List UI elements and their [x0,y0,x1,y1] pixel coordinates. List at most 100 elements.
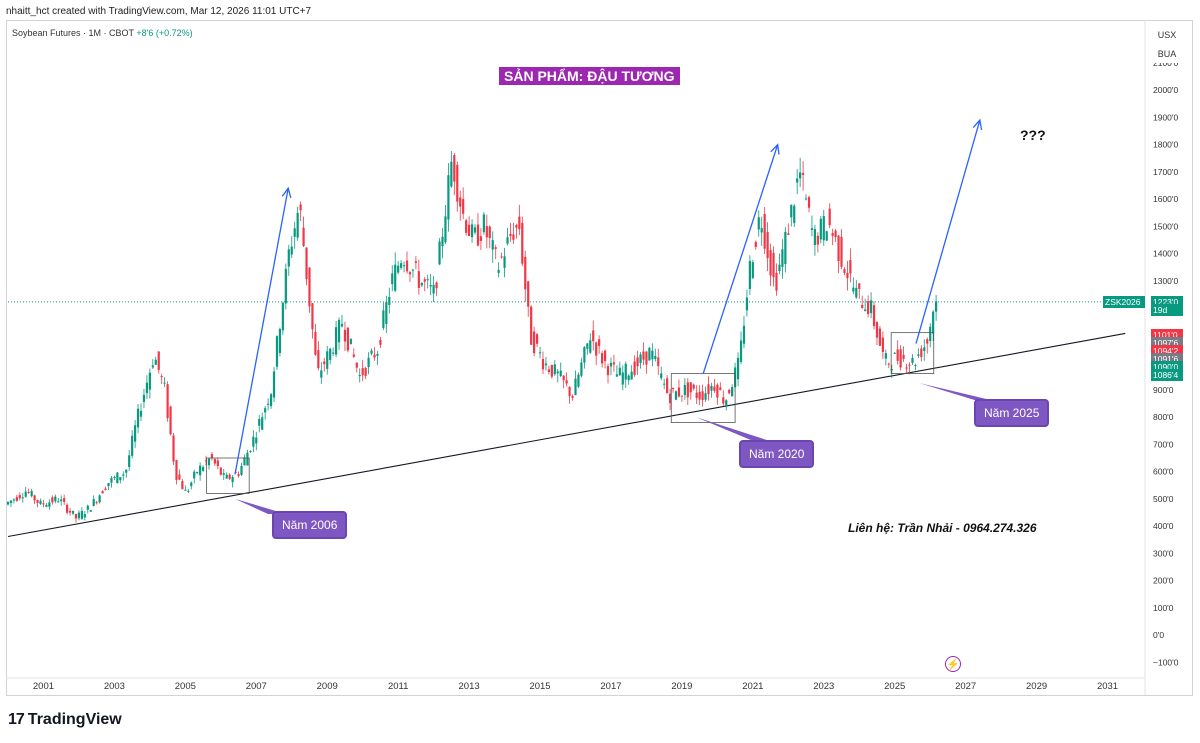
candle-body [68,510,72,513]
candle-body [370,350,373,354]
candle-body [18,495,21,499]
arrow-head [281,186,292,199]
candle-body [911,358,914,363]
candle-body [459,197,462,207]
price-change: +8'6 (+0.72%) [136,28,193,38]
consolidation-box [890,332,935,374]
candle-body [645,351,648,365]
candle-body [689,382,692,393]
candle-body [447,175,450,220]
x-tick-label: 2013 [459,681,480,692]
candle-body [757,217,760,230]
candle-body [831,232,834,236]
candle-body [243,457,246,466]
x-tick-label: 2007 [246,681,267,692]
candle-body [400,263,403,268]
candle-body [199,465,202,476]
candle-body [728,389,731,394]
candle-body [899,349,902,368]
candle-body [731,387,734,397]
candle-body [110,477,113,483]
symbol-title: Soybean Futures · 1M · CBOT [12,28,134,38]
candle-body [807,197,811,208]
projection-arrow [234,188,289,475]
candle-body [287,249,290,267]
candle-body [810,228,814,230]
candle-body [225,474,228,479]
candle-body [654,355,657,360]
candle-body [595,342,598,356]
tradingview-brand[interactable]: 17 TradingView [8,711,122,729]
chart-caption: nhaitt_hct created with TradingView.com,… [6,6,312,17]
candle-body [157,351,160,370]
y-tick-label: 900'0 [1153,385,1174,395]
candle-body [204,460,208,462]
candle-body [512,234,515,240]
candle-body [210,454,214,459]
y-tick-label: 1500'0 [1153,221,1179,231]
candle-body [748,260,751,289]
candle-body [249,450,252,452]
candle-body [571,396,574,398]
candle-body [742,325,746,344]
candle-body [491,240,494,250]
candle-body [521,222,524,264]
candle-body [556,371,559,374]
candle-body [804,198,808,200]
candle-body [139,410,143,417]
candle-body [627,375,630,381]
measure-unit[interactable]: BUA [1146,45,1188,63]
candle-body [296,212,299,238]
candle-body [745,297,749,311]
candle-body [612,362,616,365]
candle-body [837,235,840,262]
y-tick-label: 1400'0 [1153,249,1179,259]
candle-body [275,336,279,367]
x-tick-label: 2019 [671,681,692,692]
candle-body [456,164,459,202]
candle-body [485,226,488,238]
candle-body [861,304,864,308]
candle-body [509,233,512,237]
candle-body [834,230,837,238]
candle-body [116,472,119,484]
candle-body [196,472,199,474]
candle-body [541,359,545,370]
flash-icon[interactable]: ⚡ [945,656,961,672]
candle-body [624,363,627,380]
candle-body [893,352,896,354]
candle-body [923,347,926,351]
candle-body [698,391,701,400]
currency-unit[interactable]: USX [1146,26,1188,44]
candle-body [391,273,394,285]
candle-body [355,362,358,368]
candle-body [151,365,154,368]
candle-body [12,499,16,501]
candle-body [574,378,577,396]
candle-body [884,353,887,359]
candle-body [476,224,480,246]
candle-body [535,334,539,344]
x-tick-label: 2011 [388,681,408,692]
candle-body [332,352,335,354]
candle-body [479,236,483,241]
candle-body [663,383,666,385]
candle-body [278,328,282,353]
candle-body [465,220,468,233]
candle-body [630,371,633,380]
candle-body [609,362,613,367]
candle-body [314,331,317,355]
candle-body [95,502,98,504]
candle-body [113,477,116,479]
candle-body [801,172,805,175]
candle-body [867,301,870,315]
candle-body [683,385,686,396]
candle-body [119,477,122,481]
candle-body [671,387,675,389]
candle-body [187,490,190,492]
y-tick-label: 600'0 [1153,467,1174,477]
candle-body [840,236,843,267]
candle-body [432,284,435,294]
candle-body [326,351,329,369]
